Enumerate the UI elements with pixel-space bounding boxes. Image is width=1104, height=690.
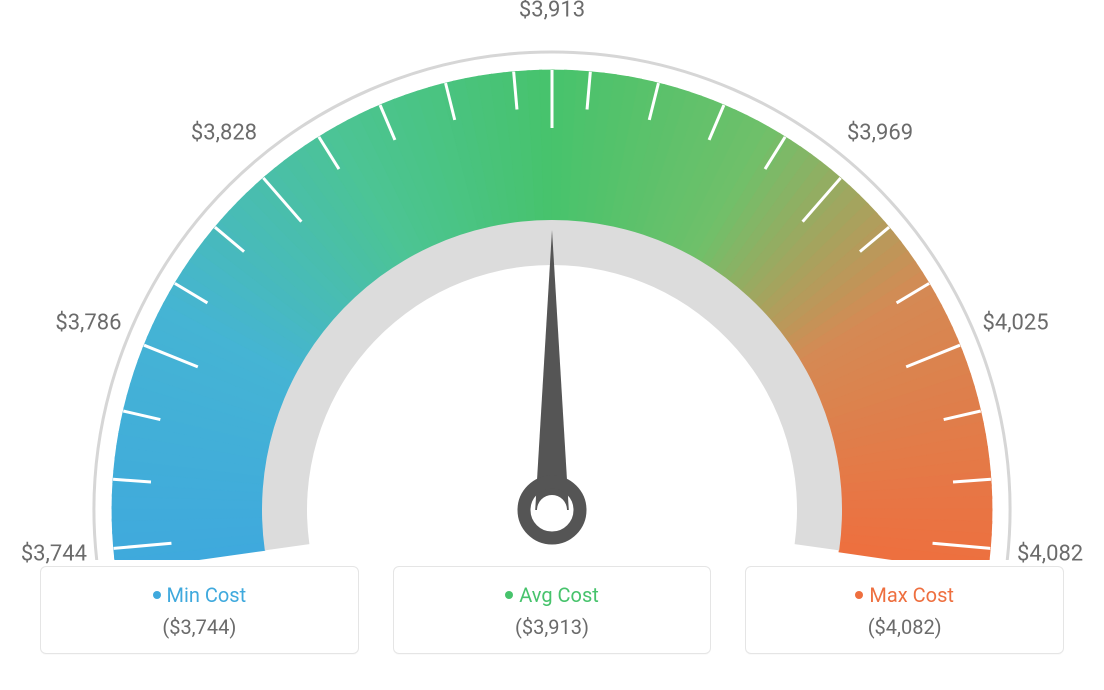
legend-row: Min Cost ($3,744) Avg Cost ($3,913) Max … — [0, 566, 1104, 654]
legend-card-max: Max Cost ($4,082) — [745, 566, 1064, 654]
gauge-tick-label: $3,969 — [847, 120, 913, 145]
legend-title-min: Min Cost — [51, 583, 348, 607]
legend-title-max: Max Cost — [756, 583, 1053, 607]
legend-value-max: ($4,082) — [756, 615, 1053, 639]
legend-title-avg: Avg Cost — [404, 583, 701, 607]
gauge-chart: $3,744$3,786$3,828$3,913$3,969$4,025$4,0… — [0, 0, 1104, 560]
gauge-svg — [0, 0, 1104, 560]
gauge-tick-label: $3,913 — [519, 0, 585, 23]
gauge-tick-label: $4,082 — [1017, 541, 1083, 566]
legend-card-min: Min Cost ($3,744) — [40, 566, 359, 654]
legend-title-max-text: Max Cost — [869, 583, 954, 607]
legend-card-avg: Avg Cost ($3,913) — [393, 566, 712, 654]
legend-dot-max — [855, 591, 863, 599]
legend-dot-avg — [505, 591, 513, 599]
gauge-tick-label: $3,828 — [191, 120, 257, 145]
gauge-tick-label: $3,744 — [21, 541, 87, 566]
legend-value-avg: ($3,913) — [404, 615, 701, 639]
legend-value-min: ($3,744) — [51, 615, 348, 639]
gauge-tick-label: $4,025 — [983, 310, 1049, 335]
legend-title-avg-text: Avg Cost — [519, 583, 599, 607]
legend-dot-min — [153, 591, 161, 599]
gauge-tick-label: $3,786 — [55, 310, 121, 335]
legend-title-min-text: Min Cost — [167, 583, 247, 607]
